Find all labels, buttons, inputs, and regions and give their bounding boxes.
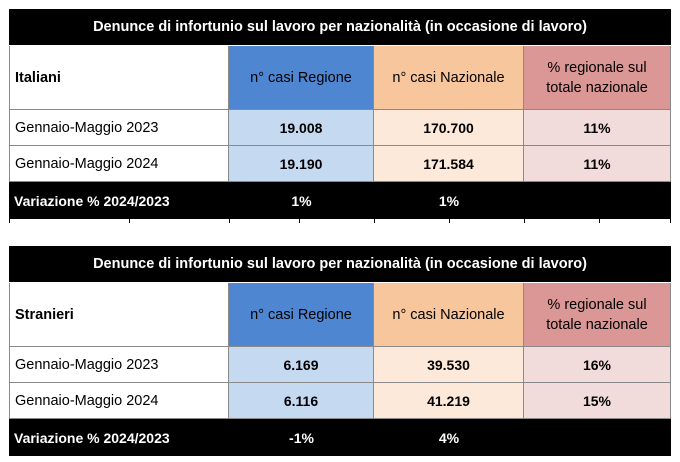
header-row: Italiani n° casi Regione n° casi Naziona… xyxy=(9,46,671,110)
variation-nazionale: 1% xyxy=(438,192,460,209)
regione-cell: 6.116 xyxy=(229,383,374,419)
table-stranieri: Denunce di infortunio sul lavoro per naz… xyxy=(9,246,671,456)
period-cell: Gennaio-Maggio 2023 xyxy=(9,347,229,383)
group-label: Stranieri xyxy=(9,283,229,347)
variation-percent-empty xyxy=(524,419,671,456)
period-cell: Gennaio-Maggio 2024 xyxy=(9,146,229,182)
nazionale-cell: 39.530 xyxy=(374,347,524,383)
variation-row: Variazione % 2024/2023 -1% 4% xyxy=(9,419,671,456)
regione-cell: 6.169 xyxy=(229,347,374,383)
regione-cell: 19.008 xyxy=(229,110,374,146)
col-header-regione: n° casi Regione xyxy=(229,46,374,110)
percent-cell: 11% xyxy=(524,110,671,146)
variation-percent-empty xyxy=(524,182,671,219)
variation-row: Variazione % 2024/2023 1% 1% xyxy=(9,182,671,223)
table-italiani: Denunce di infortunio sul lavoro per naz… xyxy=(9,9,671,223)
nazionale-cell: 171.584 xyxy=(374,146,524,182)
table-row: Gennaio-Maggio 2024 6.116 41.219 15% xyxy=(9,383,671,419)
period-cell: Gennaio-Maggio 2023 xyxy=(9,110,229,146)
nazionale-cell: 170.700 xyxy=(374,110,524,146)
variation-regione: 1% xyxy=(291,192,312,209)
table-title: Denunce di infortunio sul lavoro per naz… xyxy=(9,9,671,46)
variation-nazionale: 4% xyxy=(438,429,460,446)
table-row: Gennaio-Maggio 2023 6.169 39.530 16% xyxy=(9,347,671,383)
col-header-nazionale: n° casi Nazionale xyxy=(374,283,524,347)
variation-regione: -1% xyxy=(289,429,314,446)
table-title: Denunce di infortunio sul lavoro per naz… xyxy=(9,246,671,283)
col-header-percent: % regionale sul totale nazionale xyxy=(524,283,671,347)
variation-label: Variazione % 2024/2023 xyxy=(14,429,170,446)
row-tick-marks xyxy=(9,219,671,223)
period-cell: Gennaio-Maggio 2024 xyxy=(9,383,229,419)
group-label: Italiani xyxy=(9,46,229,110)
percent-cell: 15% xyxy=(524,383,671,419)
regione-cell: 19.190 xyxy=(229,146,374,182)
col-header-regione: n° casi Regione xyxy=(229,283,374,347)
table-row: Gennaio-Maggio 2023 19.008 170.700 11% xyxy=(9,110,671,146)
nazionale-cell: 41.219 xyxy=(374,383,524,419)
header-row: Stranieri n° casi Regione n° casi Nazion… xyxy=(9,283,671,347)
variation-label: Variazione % 2024/2023 xyxy=(14,192,170,209)
percent-cell: 16% xyxy=(524,347,671,383)
table-row: Gennaio-Maggio 2024 19.190 171.584 11% xyxy=(9,146,671,182)
col-header-percent: % regionale sul totale nazionale xyxy=(524,46,671,110)
col-header-nazionale: n° casi Nazionale xyxy=(374,46,524,110)
percent-cell: 11% xyxy=(524,146,671,182)
